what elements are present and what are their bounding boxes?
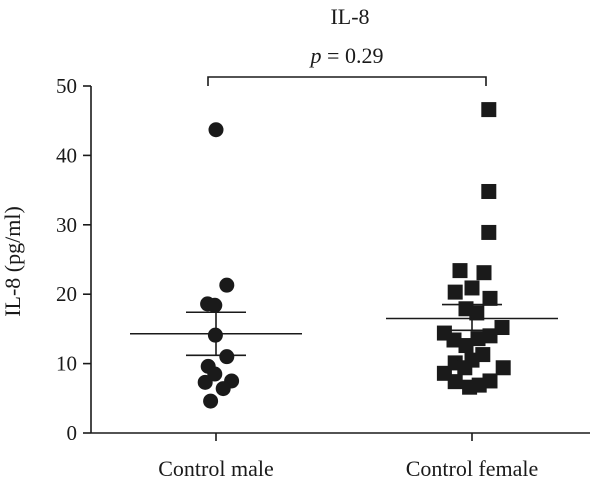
chart-title: IL-8 — [330, 4, 369, 29]
y-tick-label: 40 — [56, 143, 77, 167]
data-point — [207, 297, 223, 313]
axes: 0 10 20 30 40 50 Control male Control female — [56, 74, 590, 481]
data-point — [482, 290, 498, 306]
x-tick-label: Control female — [406, 456, 539, 481]
data-point — [203, 393, 219, 409]
x-tick-label: Control male — [158, 456, 273, 481]
y-tick-label: 50 — [56, 74, 77, 98]
y-tick-label: 20 — [56, 282, 77, 306]
data-point — [469, 305, 485, 321]
data-point — [470, 331, 486, 347]
data-point — [447, 284, 463, 300]
data-point — [494, 320, 510, 336]
data-point — [458, 338, 474, 354]
data-point — [452, 263, 468, 279]
data-point — [475, 347, 491, 363]
data-point — [482, 373, 498, 389]
data-point — [495, 360, 511, 376]
p-value-text: = 0.29 — [322, 43, 384, 68]
data-marks — [130, 102, 558, 409]
p-value-label: p = 0.29 — [309, 43, 384, 68]
data-point — [476, 265, 492, 281]
significance-bracket — [207, 76, 487, 86]
y-tick-label: 30 — [56, 213, 77, 237]
data-point — [215, 381, 231, 397]
y-tick-label: 10 — [56, 352, 77, 376]
data-point — [481, 102, 497, 118]
y-tick-label: 0 — [67, 421, 78, 445]
data-point — [208, 122, 224, 138]
data-point — [464, 280, 480, 296]
data-point — [481, 183, 497, 199]
p-value-annotation: p = 0.29 — [207, 43, 487, 86]
data-point — [482, 328, 498, 344]
series-control-female — [386, 102, 558, 395]
p-symbol: p — [309, 43, 322, 68]
data-point — [446, 332, 462, 348]
data-point — [447, 374, 463, 390]
data-point — [219, 277, 235, 293]
data-point — [219, 349, 235, 365]
y-axis-label: IL-8 (pg/ml) — [0, 206, 25, 317]
data-point — [481, 224, 497, 240]
data-point — [207, 366, 223, 382]
data-point — [457, 360, 473, 376]
series-control-male — [130, 122, 302, 409]
